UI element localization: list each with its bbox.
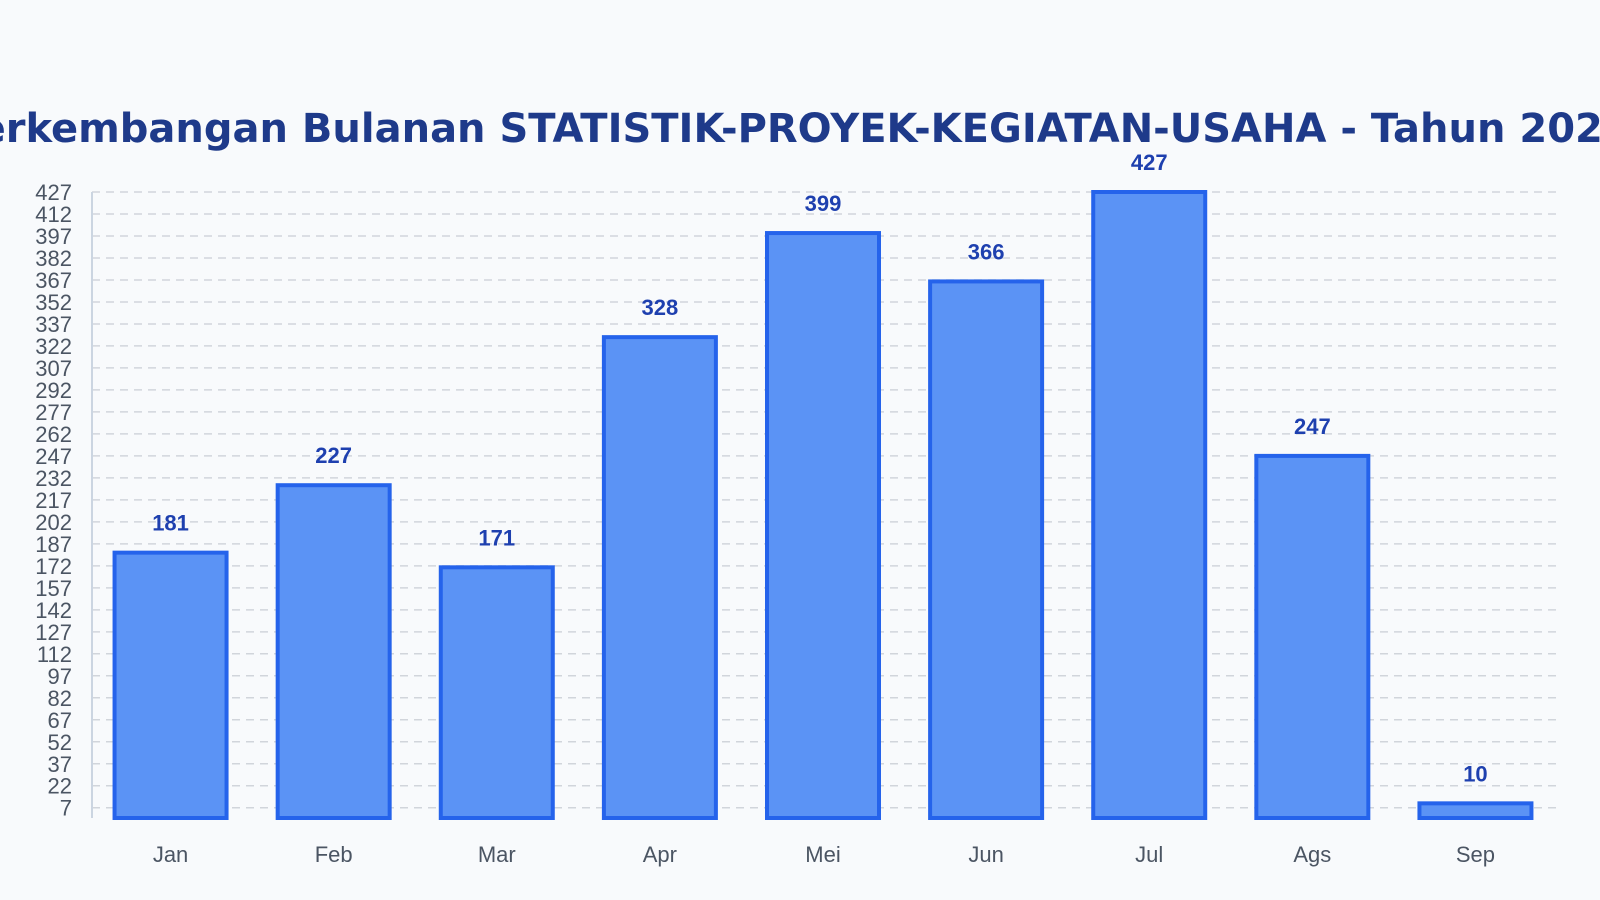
- x-tick-label: Feb: [315, 842, 353, 867]
- bar-mei[interactable]: [765, 231, 881, 820]
- y-tick-label: 322: [35, 334, 72, 359]
- bar-ags[interactable]: [1254, 453, 1371, 820]
- data-label: 247: [1294, 414, 1331, 439]
- data-label: 181: [152, 511, 189, 536]
- y-tick-label: 217: [35, 488, 72, 513]
- chart-title: Perkembangan Bulanan STATISTIK-PROYEK-KE…: [0, 106, 1600, 152]
- y-tick-label: 427: [35, 180, 72, 205]
- x-tick-label: Apr: [643, 842, 677, 867]
- data-label: 10: [1463, 761, 1487, 786]
- y-tick-label: 382: [35, 246, 72, 271]
- x-tick-label: Jul: [1135, 842, 1163, 867]
- y-tick-label: 112: [37, 642, 72, 667]
- y-tick-label: 67: [48, 708, 72, 733]
- y-tick-label: 82: [48, 686, 72, 711]
- y-tick-label: 397: [35, 224, 72, 249]
- bar-apr[interactable]: [601, 335, 718, 820]
- y-tick-label: 352: [35, 290, 72, 315]
- y-tick-label: 292: [35, 378, 72, 403]
- y-tick-label: 22: [48, 774, 72, 799]
- bar-jun[interactable]: [928, 279, 1045, 820]
- y-tick-label: 307: [35, 356, 72, 381]
- x-tick-label: Sep: [1456, 842, 1495, 867]
- x-tick-label: Jan: [153, 842, 188, 867]
- y-tick-label: 247: [35, 444, 72, 469]
- data-label: 227: [315, 443, 352, 468]
- y-axis-ticks: 7223752678297112127142157172187202217232…: [35, 180, 72, 821]
- y-tick-label: 367: [35, 268, 72, 293]
- y-tick-label: 412: [35, 202, 72, 227]
- x-tick-label: Jun: [968, 842, 1003, 867]
- y-tick-label: 97: [48, 664, 72, 689]
- bar-jul[interactable]: [1091, 190, 1208, 820]
- x-tick-label: Ags: [1293, 842, 1331, 867]
- data-label: 171: [478, 525, 515, 550]
- data-labels: 181 227 171 328 399 366 427 247 10: [152, 150, 1487, 786]
- data-label: 328: [642, 295, 679, 320]
- y-tick-label: 52: [48, 730, 72, 755]
- data-label: 399: [805, 191, 842, 216]
- y-tick-label: 187: [35, 532, 72, 557]
- x-axis-ticks: Jan Feb Mar Apr Mei Jun Jul Ags Sep: [153, 842, 1495, 867]
- data-label: 427: [1131, 150, 1168, 175]
- y-tick-label: 127: [35, 620, 72, 645]
- y-tick-label: 7: [60, 796, 72, 821]
- y-tick-label: 142: [35, 598, 72, 623]
- x-tick-label: Mei: [805, 842, 840, 867]
- bars: [112, 190, 1534, 821]
- data-label: 366: [968, 239, 1005, 264]
- y-tick-label: 37: [48, 752, 72, 777]
- y-tick-label: 277: [35, 400, 72, 425]
- bar-mar[interactable]: [438, 565, 555, 820]
- y-tick-label: 157: [35, 576, 72, 601]
- x-tick-label: Mar: [478, 842, 516, 867]
- bar-jan[interactable]: [112, 550, 229, 820]
- y-tick-label: 232: [35, 466, 72, 491]
- bar-feb[interactable]: [275, 483, 392, 820]
- y-tick-label: 337: [35, 312, 72, 337]
- bar-sep[interactable]: [1417, 801, 1534, 821]
- y-tick-label: 202: [35, 510, 72, 535]
- y-tick-label: 262: [35, 422, 72, 447]
- y-tick-label: 172: [35, 554, 72, 579]
